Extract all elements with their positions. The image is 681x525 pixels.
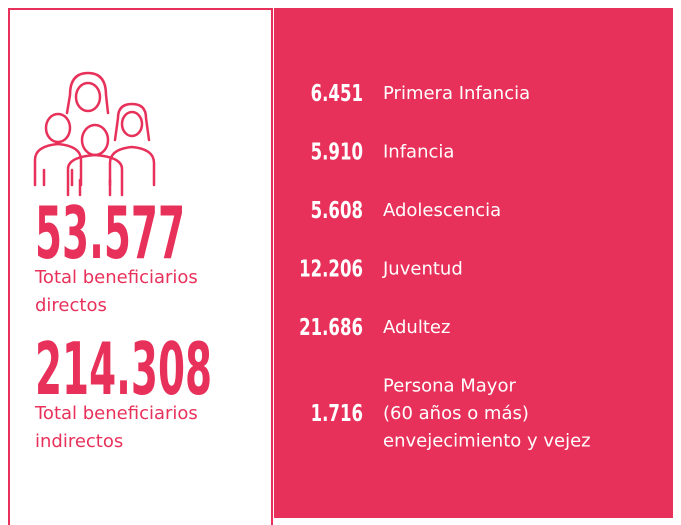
group-label: Primera Infancia xyxy=(383,83,530,104)
summary-value: 53.577 xyxy=(35,191,185,276)
summary-label: Total beneficiarios xyxy=(34,267,198,288)
summary-label: Total beneficiarios xyxy=(34,403,198,424)
group-value: 21.686 xyxy=(299,313,363,341)
summary-label: indirectos xyxy=(35,431,123,452)
group-label: Juventud xyxy=(382,259,463,280)
group-label: envejecimiento y vejez xyxy=(383,431,591,452)
group-value: 12.206 xyxy=(299,255,363,283)
group-value: 5.910 xyxy=(311,138,363,166)
group-label: Adultez xyxy=(383,317,450,338)
right-panel xyxy=(274,8,673,518)
group-label: Adolescencia xyxy=(383,200,501,221)
group-value: 1.716 xyxy=(311,399,363,427)
summary-value: 214.308 xyxy=(35,327,212,412)
group-label: (60 años o más) xyxy=(383,403,529,424)
summary-label: directos xyxy=(35,295,107,316)
group-label: Persona Mayor xyxy=(383,376,516,397)
people-icon xyxy=(33,71,156,197)
group-value: 5.608 xyxy=(311,196,363,224)
group-value: 6.451 xyxy=(311,79,363,107)
left-panel xyxy=(8,8,273,525)
group-label: Infancia xyxy=(383,142,454,163)
